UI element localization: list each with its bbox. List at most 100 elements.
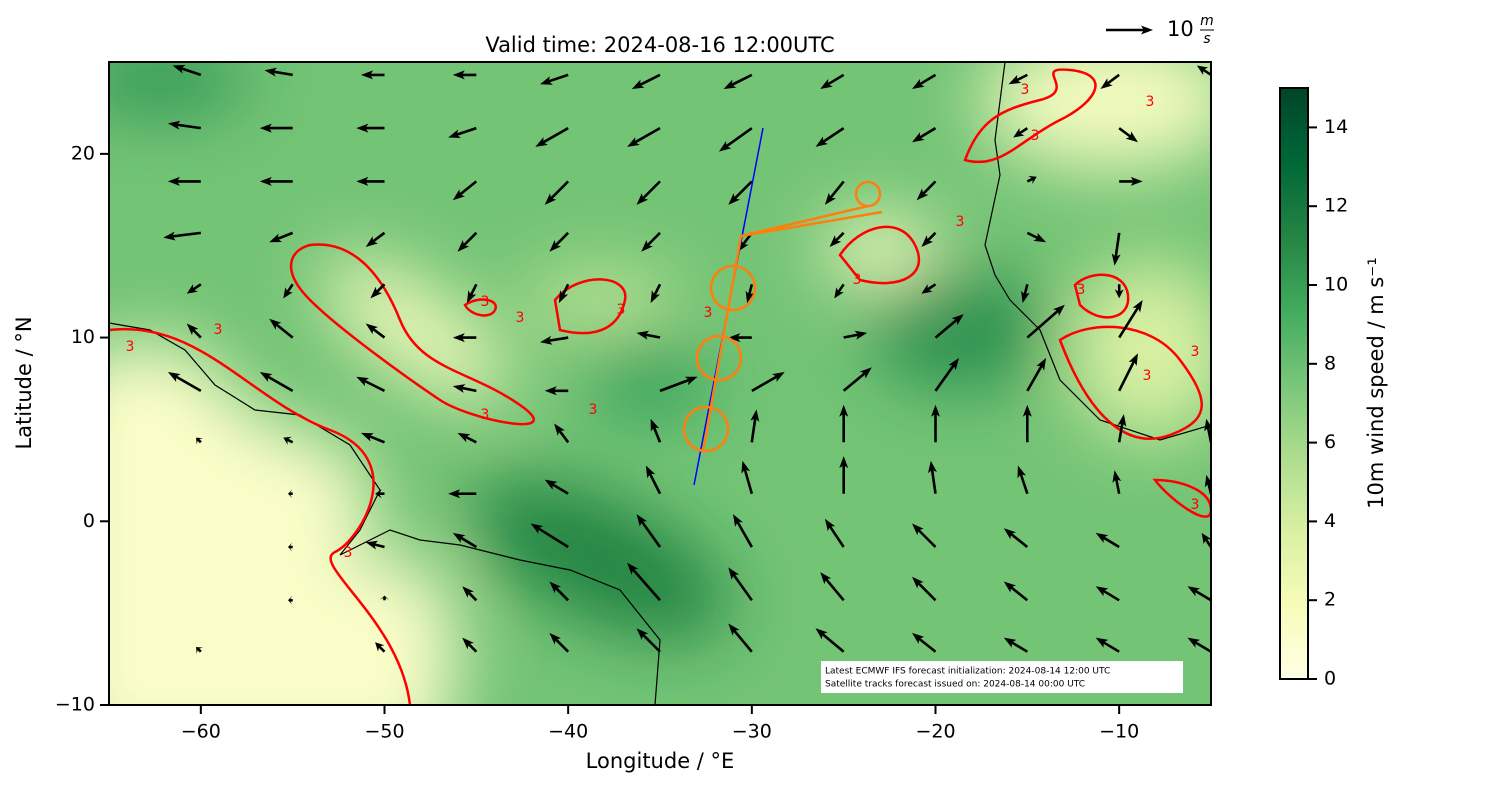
wind-vector — [259, 123, 293, 133]
wind-vector — [1026, 175, 1037, 184]
wind-vector — [259, 372, 294, 392]
wind-vector — [1003, 637, 1028, 653]
wind-vector — [452, 333, 477, 343]
wind-vector — [1119, 176, 1143, 186]
wind-vector — [1117, 414, 1127, 443]
wind-vector — [1118, 353, 1138, 392]
contour-label: 3 — [1143, 368, 1152, 384]
wind-vector — [167, 120, 201, 130]
y-tick-label: 0 — [83, 510, 95, 532]
y-axis-label: Latitude / °N — [12, 316, 36, 449]
wind-vector — [820, 572, 845, 602]
wind-vector — [641, 231, 661, 252]
plot-frame — [108, 61, 1212, 706]
wind-vector — [1187, 586, 1211, 602]
wind-vector — [650, 418, 662, 443]
wind-vector — [283, 283, 294, 299]
wind-vector — [1211, 280, 1235, 289]
wind-vector — [163, 231, 201, 241]
track-circle — [709, 264, 757, 312]
wind-vector — [931, 404, 940, 443]
map-field — [109, 62, 1211, 705]
wind-vector — [288, 595, 293, 605]
wind-vector — [186, 283, 202, 294]
wind-vector — [1026, 357, 1047, 392]
wind-vector — [375, 642, 386, 653]
wind-vector — [1211, 124, 1235, 133]
wind-vector — [365, 323, 386, 339]
wind-vector — [452, 180, 478, 201]
wind-vector — [452, 532, 477, 549]
wind-vector — [365, 231, 386, 247]
wind-vector — [259, 176, 293, 186]
wind-vector — [544, 386, 569, 396]
wind-vector — [1022, 404, 1032, 443]
contour-label: 3 — [589, 402, 598, 418]
colorbar — [1279, 87, 1309, 680]
wind-vector — [728, 180, 753, 205]
contour-label: 3 — [1077, 282, 1086, 298]
wind-vector — [723, 73, 753, 89]
contour-label: 3 — [1191, 497, 1200, 513]
wind-vector — [820, 73, 845, 89]
wind-vector — [1026, 231, 1047, 243]
colorbar-tick-label: 12 — [1324, 195, 1348, 217]
wind-vector — [540, 335, 569, 345]
track-circle — [682, 405, 730, 453]
wind-vector — [829, 231, 845, 247]
wind-vector — [1017, 465, 1029, 495]
wind-vector — [1210, 335, 1211, 338]
colorbar-label: 10m wind speed / m s⁻¹ — [1364, 257, 1388, 509]
wind-vector — [361, 70, 385, 80]
wind-vector — [549, 231, 570, 252]
wind-vector — [380, 595, 389, 601]
wind-vector — [1095, 586, 1120, 602]
wind-vector — [627, 127, 661, 147]
wind-vector — [535, 127, 569, 147]
wind-vector — [912, 523, 937, 548]
wind-vector — [558, 283, 570, 304]
wind-vector — [1187, 637, 1211, 653]
contour-line — [109, 68, 1211, 705]
wind-vector — [1112, 470, 1122, 494]
wind-vector — [1210, 181, 1211, 183]
x-tick-label: −40 — [548, 721, 588, 743]
quiver-key-arrow — [1106, 25, 1153, 35]
wind-vector — [815, 127, 845, 147]
wind-vector — [631, 73, 661, 89]
contour-label: 3 — [617, 302, 626, 318]
colorbar-tick-label: 4 — [1324, 510, 1336, 532]
wind-vector — [1095, 637, 1120, 653]
colorbar-tick-label: 0 — [1324, 668, 1336, 690]
coastline — [109, 62, 1211, 705]
wind-vector — [636, 330, 661, 340]
wind-vector — [356, 376, 386, 392]
wind-vector — [283, 436, 294, 445]
colorbar-tick-label: 14 — [1324, 116, 1348, 138]
wind-vector — [636, 180, 661, 205]
wind-vector — [1003, 581, 1029, 602]
wind-vector — [1204, 474, 1211, 494]
x-tick-label: −30 — [732, 721, 772, 743]
colorbar-tick-label: 10 — [1324, 274, 1348, 296]
x-tick-label: −60 — [181, 721, 221, 743]
wind-vector — [457, 432, 477, 444]
wind-vector — [269, 318, 294, 339]
wind-vector — [356, 123, 385, 133]
wind-vector — [167, 176, 201, 186]
contour-label: 3 — [344, 545, 353, 561]
wind-vector — [1211, 386, 1225, 395]
wind-vector — [650, 283, 662, 304]
wind-vector — [912, 73, 937, 89]
wind-vector — [839, 404, 849, 443]
field-shading — [109, 62, 1211, 705]
wind-vector — [1013, 127, 1029, 138]
wind-vector — [636, 514, 662, 548]
wind-vector — [659, 376, 698, 393]
wind-vector — [912, 127, 937, 143]
wind-vector — [186, 323, 202, 339]
satellite-tracks — [682, 127, 883, 486]
wind-vector — [1114, 284, 1124, 299]
wind-vector — [540, 73, 569, 85]
contour-label: 3 — [1191, 344, 1200, 360]
